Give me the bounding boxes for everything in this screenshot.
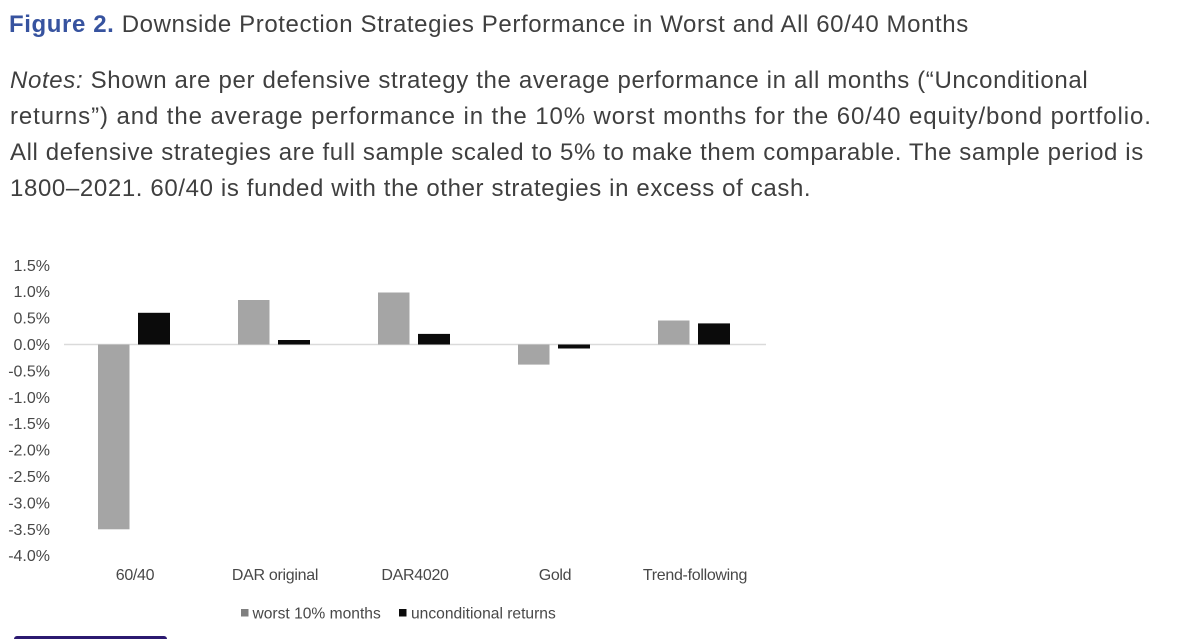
svg-text:-2.5%: -2.5% xyxy=(8,469,50,486)
svg-text:Trend-following: Trend-following xyxy=(643,567,747,584)
svg-text:-3.5%: -3.5% xyxy=(8,522,50,539)
svg-text:DAR original: DAR original xyxy=(232,567,318,584)
svg-text:-3.0%: -3.0% xyxy=(8,495,50,512)
svg-text:0.0%: 0.0% xyxy=(14,337,50,354)
svg-text:DAR4020: DAR4020 xyxy=(381,567,449,584)
svg-text:1.5%: 1.5% xyxy=(14,258,50,275)
svg-text:-2.0%: -2.0% xyxy=(8,443,50,460)
svg-text:worst 10% months: worst 10% months xyxy=(252,606,381,623)
svg-text:1.0%: 1.0% xyxy=(14,284,50,301)
svg-text:-4.0%: -4.0% xyxy=(8,548,50,565)
svg-text:0.5%: 0.5% xyxy=(14,311,50,328)
svg-text:-0.5%: -0.5% xyxy=(8,363,50,380)
svg-text:-1.0%: -1.0% xyxy=(8,390,50,407)
svg-text:-1.5%: -1.5% xyxy=(8,416,50,433)
svg-text:unconditional returns: unconditional returns xyxy=(411,606,556,623)
svg-text:60/40: 60/40 xyxy=(116,567,155,584)
svg-text:Gold: Gold xyxy=(539,567,572,584)
